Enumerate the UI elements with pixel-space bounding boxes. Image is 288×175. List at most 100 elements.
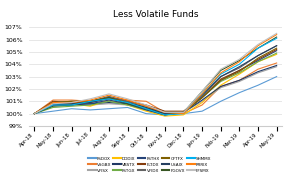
FLTDX — [70, 102, 73, 104]
VSGBX — [70, 99, 73, 101]
CFTFX — [163, 111, 166, 113]
VFIDX — [200, 95, 204, 97]
FSDOX — [182, 113, 185, 115]
FFSMX — [219, 68, 222, 70]
DODIX — [126, 104, 129, 106]
FGOVX — [163, 114, 166, 116]
PRRIX — [182, 113, 185, 115]
Line: VFISX: VFISX — [34, 67, 277, 114]
VSGBX — [126, 99, 129, 101]
CFTFX — [182, 111, 185, 113]
FFSMX — [275, 32, 278, 34]
SHMMX — [256, 47, 260, 49]
PRRIX — [275, 34, 278, 36]
FSDOX — [200, 110, 204, 112]
FFSMX — [200, 90, 204, 92]
DODIX — [256, 61, 260, 63]
VFIDX — [182, 111, 185, 113]
DODIX — [107, 99, 111, 101]
DODIX — [219, 84, 222, 86]
CFTFX — [219, 79, 222, 81]
VFIDX — [89, 100, 92, 102]
VBSTX — [33, 113, 36, 115]
VFISX — [256, 72, 260, 74]
DODIX — [70, 103, 73, 105]
CFTFX — [126, 102, 129, 104]
USAIX — [200, 94, 204, 96]
CFTFX — [51, 102, 55, 104]
VFISX — [200, 100, 204, 102]
USAIX — [182, 111, 185, 113]
Line: FSTGX: FSTGX — [34, 53, 277, 115]
VSGBX — [51, 99, 55, 101]
SHMMX — [219, 73, 222, 75]
Legend: FSDOX, VSGBX, VFISX, DODIX, VBSTX, FSTGX, FSTHX, FLTDX, VFIDX, CFTFX, USAIX, FGO: FSDOX, VSGBX, VFISX, DODIX, VBSTX, FSTGX… — [88, 157, 211, 173]
FGOVX — [182, 111, 185, 113]
CFTFX — [275, 47, 278, 49]
SHMMX — [70, 104, 73, 106]
SHMMX — [33, 113, 36, 115]
VSGBX — [89, 100, 92, 102]
DODIX — [163, 115, 166, 117]
FSTGX — [200, 97, 204, 99]
USAIX — [163, 113, 166, 115]
SHMMX — [126, 102, 129, 104]
FSDOX — [51, 110, 55, 112]
VBSTX — [275, 64, 278, 67]
Line: FLTDX: FLTDX — [34, 49, 277, 114]
FSTGX — [182, 111, 185, 113]
VFISX — [219, 87, 222, 89]
FGOVX — [238, 60, 241, 62]
VBSTX — [219, 85, 222, 88]
FSTGX — [163, 114, 166, 116]
CFTFX — [256, 57, 260, 59]
FSTGX — [126, 104, 129, 106]
FFSMX — [51, 103, 55, 105]
VFIDX — [219, 76, 222, 78]
VSGBX — [145, 100, 148, 102]
FSTGX — [51, 106, 55, 108]
FLTDX — [219, 78, 222, 80]
PRRIX — [33, 113, 36, 115]
SHMMX — [182, 113, 185, 115]
Line: PRRIX: PRRIX — [34, 35, 277, 114]
Line: FGOVX: FGOVX — [34, 37, 277, 115]
CFTFX — [238, 71, 241, 73]
FSDOX — [126, 106, 129, 108]
PRRIX — [107, 94, 111, 96]
USAIX — [51, 104, 55, 106]
FFSMX — [163, 111, 166, 113]
USAIX — [89, 102, 92, 104]
FSTHX — [89, 103, 92, 105]
FLTDX — [126, 100, 129, 102]
VBSTX — [200, 99, 204, 101]
CFTFX — [89, 100, 92, 102]
FSTGX — [33, 113, 36, 115]
USAIX — [256, 55, 260, 57]
VSGBX — [219, 85, 222, 88]
FSDOX — [107, 108, 111, 110]
DODIX — [145, 110, 148, 112]
SHMMX — [89, 100, 92, 102]
FFSMX — [126, 98, 129, 100]
VFIDX — [70, 100, 73, 102]
VFISX — [107, 103, 111, 105]
FFSMX — [182, 111, 185, 113]
FSTHX — [275, 50, 278, 52]
SHMMX — [238, 63, 241, 65]
PRRIX — [51, 102, 55, 104]
Line: CFTFX: CFTFX — [34, 48, 277, 114]
FLTDX — [200, 97, 204, 99]
FSDOX — [70, 108, 73, 110]
VFIDX — [256, 55, 260, 57]
FFSMX — [33, 113, 36, 115]
USAIX — [275, 45, 278, 47]
VSGBX — [33, 113, 36, 115]
FSTHX — [70, 103, 73, 105]
PRRIX — [163, 111, 166, 113]
VBSTX — [51, 104, 55, 106]
FGOVX — [275, 36, 278, 38]
VBSTX — [70, 104, 73, 106]
VBSTX — [107, 102, 111, 104]
SHMMX — [51, 104, 55, 106]
